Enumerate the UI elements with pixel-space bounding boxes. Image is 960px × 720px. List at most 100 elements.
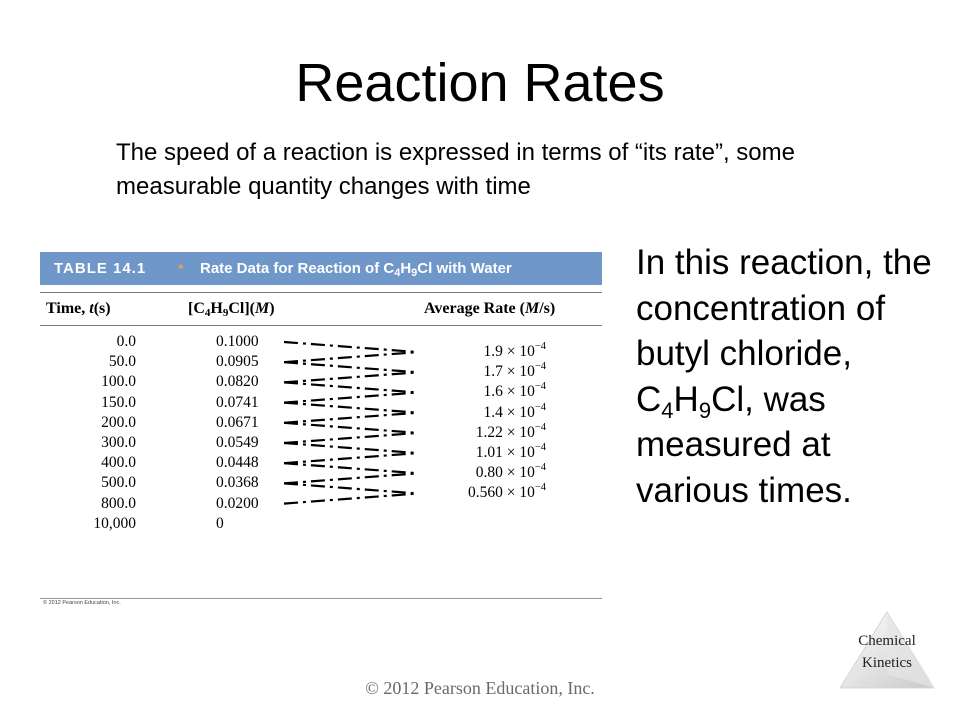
chapter-pyramid-badge: Chemical Kinetics: [838, 610, 936, 692]
caption-part: Cl with Water: [417, 260, 512, 277]
table-caption: TABLE 14.1 • Rate Data for Reaction of C…: [40, 252, 602, 285]
rate-cell: 1.4 × 10−4: [424, 401, 546, 425]
rate-exponent: −4: [534, 421, 546, 433]
subscript: 4: [394, 267, 401, 279]
concentration-cell: 0.0820: [216, 373, 259, 391]
caption-bullet: •: [178, 259, 184, 276]
time-cell: 400.0: [101, 454, 136, 472]
dash-connector: [283, 431, 419, 445]
table-number: TABLE 14.1: [54, 260, 147, 277]
time-cell: 0.0: [116, 333, 136, 350]
column-header-time: Time, t(s): [46, 298, 111, 320]
concentration-cell: 0.0671: [216, 413, 259, 431]
rate-mantissa: 1.6 × 10: [483, 383, 535, 401]
header-part: (s): [93, 300, 111, 317]
header-unit: M: [524, 300, 540, 317]
rate-exponent: −4: [534, 381, 546, 393]
concentration-cell: 0.0448: [216, 454, 259, 472]
dash-connector: [283, 411, 419, 424]
time-cell: 100.0: [101, 373, 136, 391]
dash-connector: [283, 472, 419, 485]
rate-cell: 1.22 × 10−4: [424, 421, 546, 445]
dash-connector: [283, 462, 419, 475]
table-caption-text: Rate Data for Reaction of C4H9Cl with Wa…: [200, 252, 512, 285]
corner-label-line1: Chemical: [858, 633, 916, 649]
rate-exponent: −4: [534, 442, 546, 453]
concentration-cell: 0.0200: [216, 494, 259, 512]
side-explanation: In this reaction, the concentration of b…: [636, 240, 936, 513]
concentration-cell: 0.0368: [216, 474, 259, 492]
rate-exponent: −4: [534, 361, 546, 373]
pyramid-icon: [839, 611, 935, 689]
footer-copyright: © 2012 Pearson Education, Inc.: [365, 678, 595, 698]
header-rule: [40, 325, 602, 326]
rate-mantissa: 1.7 × 10: [483, 363, 535, 381]
subscript: 4: [661, 397, 674, 423]
time-cell: 500.0: [101, 474, 136, 492]
time-cell: 150.0: [101, 393, 136, 411]
table-rule: [40, 292, 602, 293]
concentration-cell: 0.1000: [216, 333, 259, 350]
side-text-part: In this reaction, the concentration of b…: [636, 243, 932, 419]
header-var: t: [89, 300, 94, 317]
side-text-part: H: [673, 379, 699, 419]
header-part: /s): [539, 300, 556, 317]
dash-connector: [283, 371, 419, 384]
rate-mantissa: 0.560 × 10: [467, 484, 535, 502]
rate-cell: 0.560 × 10−4: [424, 482, 546, 505]
rate-mantissa: 1.01 × 10: [475, 444, 535, 461]
rate-data-table: TABLE 14.1 • Rate Data for Reaction of C…: [40, 252, 602, 610]
rate-cell: 1.7 × 10−4: [424, 361, 546, 384]
time-cell: 200.0: [101, 413, 136, 431]
concentration-cell: 0.0905: [216, 353, 259, 371]
table-bottom-rule: [40, 598, 602, 599]
side-text-part: Cl, was measured at various times.: [636, 379, 852, 510]
concentration-cell: 0.0741: [216, 393, 259, 411]
difference-dash-connectors: [283, 340, 419, 505]
table-copyright: © 2012 Pearson Education, Inc.: [43, 600, 121, 606]
corner-label: Chemical Kinetics: [838, 630, 936, 674]
rate-exponent: −4: [534, 401, 546, 413]
subscript: 4: [204, 307, 211, 319]
corner-label-line2: Kinetics: [862, 655, 912, 671]
header-part: [C: [188, 300, 205, 317]
caption-part: Rate Data for Reaction of C: [200, 260, 395, 277]
dash-connector: [283, 340, 419, 354]
concentration-cell: 0: [216, 514, 224, 532]
dash-connector: [283, 482, 419, 495]
header-part: ): [269, 300, 275, 317]
rate-mantissa: 1.4 × 10: [483, 403, 535, 421]
time-cell: 50.0: [108, 353, 136, 371]
header-unit: M: [255, 300, 270, 317]
header-part: Cl](: [228, 300, 255, 317]
slide-title: Reaction Rates: [295, 53, 665, 113]
subscript: 9: [698, 397, 712, 423]
rate-cell: 0.80 × 10−4: [424, 462, 546, 485]
time-cell: 300.0: [101, 434, 136, 451]
rate-cell: 1.01 × 10−4: [424, 442, 546, 465]
dash-connector: [283, 452, 419, 465]
column-header-concentration: [C4H9Cl](M): [188, 298, 275, 320]
dash-connector: [283, 401, 419, 414]
dash-connector: [283, 391, 419, 404]
column-header-rate: Average Rate (M/s): [424, 298, 555, 320]
rate-exponent: −4: [534, 482, 546, 494]
time-cell: 800.0: [101, 494, 136, 512]
dash-connector: [283, 381, 419, 394]
rate-exponent: −4: [534, 462, 546, 474]
rate-cell: 1.6 × 10−4: [424, 381, 546, 404]
header-part: Average Rate (: [424, 300, 525, 317]
dash-connector: [283, 351, 419, 364]
subscript: 9: [411, 267, 418, 279]
subscript: 9: [222, 307, 229, 319]
dash-connector: [283, 492, 419, 505]
caption-part: H: [400, 260, 412, 277]
rate-mantissa: 1.22 × 10: [475, 423, 535, 441]
dash-connector: [283, 361, 419, 374]
concentration-cell: 0.0549: [216, 434, 259, 451]
rate-cell: 1.9 × 10−4: [424, 341, 546, 364]
intro-text: The speed of a reaction is expressed in …: [116, 139, 795, 200]
header-part: H: [210, 300, 223, 317]
time-cell: 10,000: [93, 514, 136, 532]
dash-connector: [283, 421, 419, 434]
